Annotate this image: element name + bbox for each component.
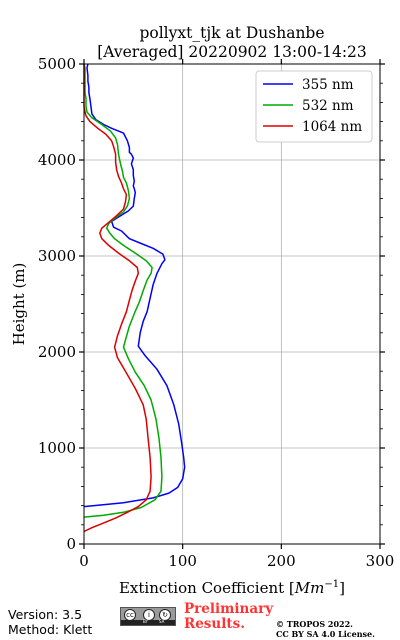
series-line-532-nm (83, 63, 163, 518)
footer-info: Version: 3.5 Method: Klett (8, 607, 92, 637)
chart-title-line1: pollyxt_tjk at Dushanbe (139, 24, 324, 42)
y-tick-label-5: 5000 (38, 55, 76, 73)
x-axis-label: Extinction Coefficient [Mm−1] (119, 579, 345, 597)
badge-sa-text: SA (159, 619, 165, 624)
copyright-notice: © TROPOS 2022. CC BY SA 4.0 License. (276, 619, 375, 639)
badge-by-text: BY (143, 619, 148, 624)
series-layer (83, 63, 186, 533)
y-tick-label-2: 2000 (38, 343, 76, 361)
x-tick-label-0: 0 (79, 552, 89, 570)
legend-label-1: 532 nm (302, 98, 354, 114)
plot-frame (83, 63, 381, 545)
legend-label-0: 355 nm (302, 77, 354, 93)
chart-title-line2: [Averaged] 20220902 13:00-14:23 (97, 43, 367, 61)
y-tick-label-3: 3000 (38, 247, 76, 265)
chart: pollyxt_tjk at Dushanbe [Averaged] 20220… (10, 24, 395, 597)
x-tick-label-1: 100 (168, 552, 197, 570)
y-tick-label-4: 4000 (38, 151, 76, 169)
version-text: Version: 3.5 (8, 607, 83, 622)
y-tick-label-1: 1000 (38, 439, 76, 457)
legend-label-2: 1064 nm (302, 119, 362, 135)
preliminary-notice: Preliminary Results. (184, 601, 274, 632)
cc-badge-bar: BY SA (121, 619, 175, 625)
axes (83, 63, 381, 545)
x-tick-label-2: 200 (267, 552, 296, 570)
series-line-1064-nm (83, 64, 152, 533)
y-tick-label-0: 0 (66, 535, 76, 553)
method-text: Method: Klett (8, 622, 93, 637)
cc-license-icon: cc i ↻ BY SA (120, 607, 176, 626)
x-tick-label-3: 300 (366, 552, 395, 570)
legend: 355 nm 532 nm 1064 nm (255, 70, 373, 143)
y-axis-label: Height (m) (10, 263, 28, 346)
legend-box (255, 70, 373, 143)
